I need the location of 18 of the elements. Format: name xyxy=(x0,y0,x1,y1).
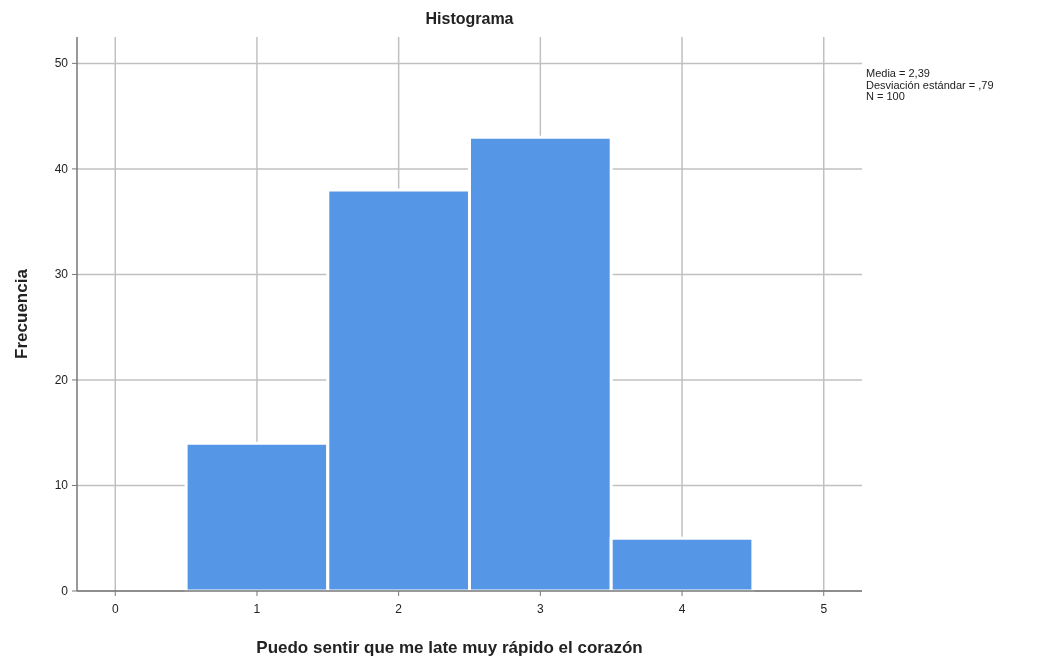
y-tick-label: 50 xyxy=(54,56,69,71)
y-axis-title: Frecuencia xyxy=(12,268,31,359)
x-axis-title: Puedo sentir que me late muy rápido el corazón xyxy=(256,638,643,657)
y-tick-label: 0 xyxy=(61,584,69,598)
x-tick-label: 5 xyxy=(820,602,828,616)
y-tick-label: 20 xyxy=(54,372,69,387)
text: Desviación estándar = ,79 xyxy=(866,78,994,91)
x-tick-label: 1 xyxy=(253,602,261,616)
y-tick-label: 40 xyxy=(54,161,69,176)
x-tick-label: 0 xyxy=(111,602,119,616)
y-tick-label: 30 xyxy=(54,267,69,282)
text: N = 100 xyxy=(866,90,905,102)
x-tick-label: 4 xyxy=(678,602,686,616)
x-tick-label: 3 xyxy=(537,602,544,616)
chart-title: Histograma xyxy=(425,10,514,27)
y-tick-label: 10 xyxy=(54,478,69,493)
x-tick-label: 2 xyxy=(395,602,403,616)
text: Media = 2,39 xyxy=(866,67,930,79)
